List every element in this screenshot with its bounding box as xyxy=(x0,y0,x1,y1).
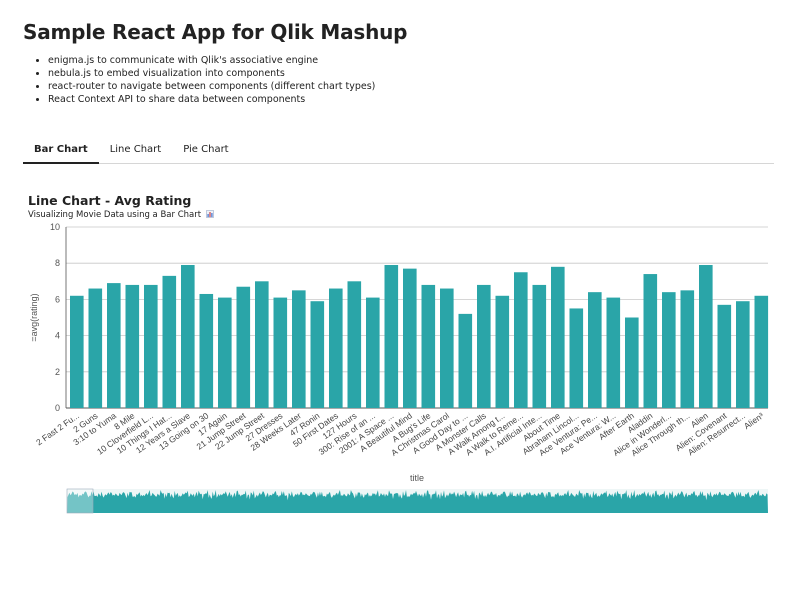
feature-item: react-router to navigate between compone… xyxy=(48,80,375,93)
x-axis-label: title xyxy=(410,473,424,483)
bar[interactable] xyxy=(144,284,158,408)
bar[interactable] xyxy=(643,274,658,408)
minimap-series xyxy=(67,490,768,513)
bar[interactable] xyxy=(366,297,380,408)
bar[interactable] xyxy=(310,301,325,408)
page-title: Sample React App for Qlik Mashup xyxy=(23,20,408,44)
feature-item: React Context API to share data between … xyxy=(48,93,375,106)
bar[interactable] xyxy=(107,283,121,408)
bar[interactable] xyxy=(403,268,417,408)
bar[interactable] xyxy=(736,301,750,408)
feature-item: enigma.js to communicate with Qlik's ass… xyxy=(48,54,375,67)
bar[interactable] xyxy=(125,284,140,408)
bar[interactable] xyxy=(588,292,602,408)
bar[interactable] xyxy=(569,308,584,408)
bar[interactable] xyxy=(218,297,232,408)
y-tick-label: 8 xyxy=(55,258,60,268)
bar[interactable] xyxy=(162,275,177,408)
tab-line-chart[interactable]: Line Chart xyxy=(109,144,162,155)
chart-subtitle: Visualizing Movie Data using a Bar Chart xyxy=(28,210,214,220)
bar[interactable] xyxy=(625,317,639,409)
bar[interactable] xyxy=(495,295,510,408)
bar[interactable] xyxy=(88,288,103,408)
bar[interactable] xyxy=(199,293,214,408)
x-tick-label: Alien³ xyxy=(742,410,766,431)
bar[interactable] xyxy=(347,281,362,408)
bar[interactable] xyxy=(255,281,269,408)
bar[interactable] xyxy=(680,290,695,408)
bar[interactable] xyxy=(717,304,732,408)
bar[interactable] xyxy=(329,288,343,408)
chart-title: Line Chart - Avg Rating xyxy=(28,193,192,208)
bar[interactable] xyxy=(236,286,251,408)
y-tick-label: 10 xyxy=(50,222,60,232)
bar[interactable] xyxy=(292,290,306,408)
bar[interactable] xyxy=(273,297,288,408)
y-tick-label: 4 xyxy=(55,331,60,341)
bar[interactable] xyxy=(551,266,565,408)
y-tick-label: 0 xyxy=(55,403,60,413)
bar[interactable] xyxy=(477,284,491,408)
bar[interactable] xyxy=(514,272,528,408)
bar[interactable] xyxy=(699,265,713,408)
minimap-window-handle[interactable] xyxy=(66,488,94,514)
bar[interactable] xyxy=(70,295,84,408)
bar[interactable] xyxy=(754,295,769,408)
bar[interactable] xyxy=(384,265,399,408)
tab-bar-chart[interactable]: Bar Chart xyxy=(23,137,99,164)
bar[interactable] xyxy=(458,313,473,408)
bar[interactable] xyxy=(532,284,547,408)
feature-list: enigma.js to communicate with Qlik's ass… xyxy=(34,54,375,106)
y-tick-label: 2 xyxy=(55,367,60,377)
y-tick-label: 6 xyxy=(55,294,60,304)
bar[interactable] xyxy=(181,265,195,408)
bar[interactable] xyxy=(440,288,454,408)
bar[interactable] xyxy=(421,284,436,408)
tab-pie-chart[interactable]: Pie Chart xyxy=(183,144,229,155)
bar-chart-icon xyxy=(206,210,214,218)
bar[interactable] xyxy=(662,292,676,408)
chart-tabs: Bar Chart Line Chart Pie Chart xyxy=(23,137,774,164)
y-axis-label: =avg(rating) xyxy=(29,293,39,341)
chart-subtitle-text: Visualizing Movie Data using a Bar Chart xyxy=(28,210,202,220)
feature-item: nebula.js to embed visualization into co… xyxy=(48,67,375,80)
bar[interactable] xyxy=(606,297,621,408)
